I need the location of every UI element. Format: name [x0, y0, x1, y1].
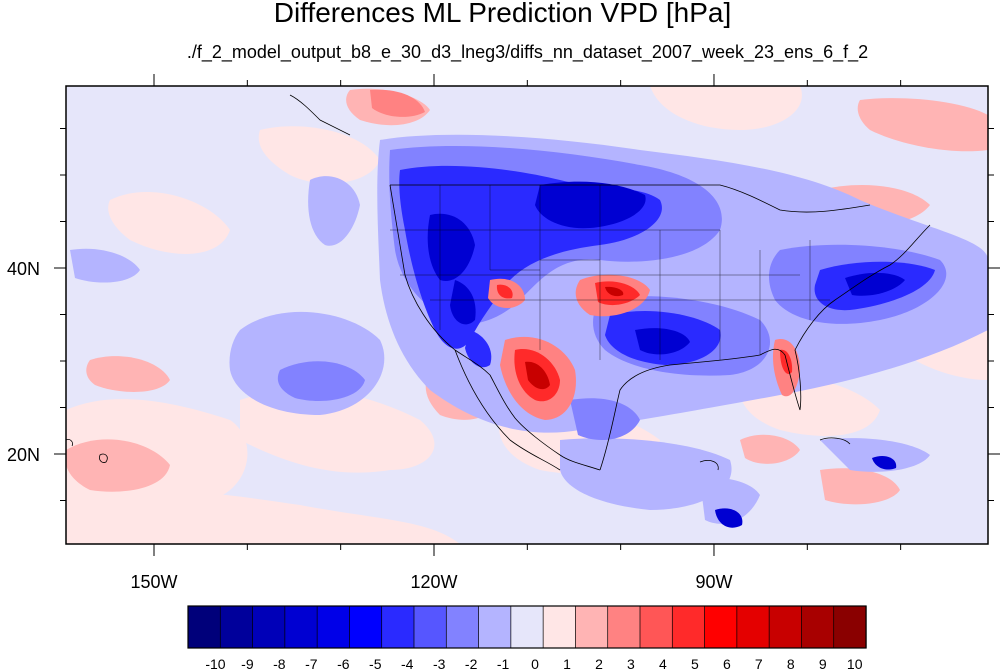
x-tick-label-120w: 120W — [410, 572, 457, 592]
colorbar-swatch — [768, 605, 803, 649]
state-borders — [390, 185, 830, 360]
x-tick-label-90w: 90W — [695, 572, 732, 592]
colorbar-swatch — [187, 605, 221, 649]
colorbar-swatch — [252, 605, 286, 649]
colorbar-label: -6 — [337, 656, 350, 672]
coastlines — [66, 94, 931, 471]
map-title: Differences ML Prediction VPD [hPa] — [273, 0, 732, 28]
colorbar-swatch — [413, 605, 447, 649]
colorbar-swatch — [671, 605, 706, 649]
colorbar-swatch — [284, 605, 318, 649]
y-tick-label-20n: 20N — [7, 445, 40, 465]
axis-ticks — [54, 74, 1000, 556]
colorbar-label: 9 — [819, 656, 827, 672]
colorbar-label: -9 — [241, 656, 254, 672]
positive-8-regions — [525, 286, 624, 390]
colorbar-swatch — [801, 605, 835, 649]
colorbar-swatch — [736, 605, 770, 649]
anomaly-field — [66, 86, 988, 544]
colorbar-label: 6 — [723, 656, 731, 672]
colorbar-swatch — [349, 605, 383, 649]
y-tick-label-40n: 40N — [7, 259, 40, 279]
colorbar-label: 2 — [595, 656, 603, 672]
map-subtitle: ./f_2_model_output_b8_e_30_d3_lneg3/diff… — [186, 42, 869, 62]
colorbar-swatch — [381, 605, 415, 649]
colorbar-swatch — [833, 605, 867, 649]
colorbar-label: -10 — [205, 656, 225, 672]
colorbar-swatch — [510, 605, 544, 649]
colorbar-label: -1 — [497, 656, 510, 672]
colorbar-label: -4 — [401, 656, 414, 672]
colorbar-label: 4 — [659, 656, 667, 672]
colorbar-label: 1 — [563, 656, 571, 672]
colorbar-label: -7 — [305, 656, 318, 672]
x-tick-label-150w: 150W — [130, 572, 177, 592]
colorbar-swatch — [704, 605, 738, 649]
colorbar-label: -2 — [465, 656, 478, 672]
colorbar-swatch — [478, 605, 512, 649]
colorbar: -10 -9 -8 -7 -6 -5 -4 -3 -2 -1 0 1 2 3 4 5 6 7 8 9 10 — [187, 605, 867, 672]
colorbar-label: 5 — [691, 656, 699, 672]
colorbar-label: 0 — [531, 656, 539, 672]
colorbar-label: 8 — [787, 656, 795, 672]
colorbar-label: 3 — [627, 656, 635, 672]
colorbar-swatch — [575, 605, 609, 649]
colorbar-swatch — [445, 605, 480, 649]
colorbar-swatch — [607, 605, 641, 649]
colorbar-label: -8 — [273, 656, 286, 672]
colorbar-label: -5 — [369, 656, 382, 672]
colorbar-swatch — [219, 605, 254, 649]
colorbar-label: 7 — [755, 656, 763, 672]
negative-9-regions — [427, 181, 905, 528]
colorbar-label: -3 — [433, 656, 446, 672]
colorbar-label: 10 — [847, 656, 863, 672]
colorbar-swatch — [316, 605, 351, 649]
colorbar-swatch — [542, 605, 577, 649]
colorbar-swatch — [639, 605, 673, 649]
colorbar-frame — [187, 605, 867, 649]
